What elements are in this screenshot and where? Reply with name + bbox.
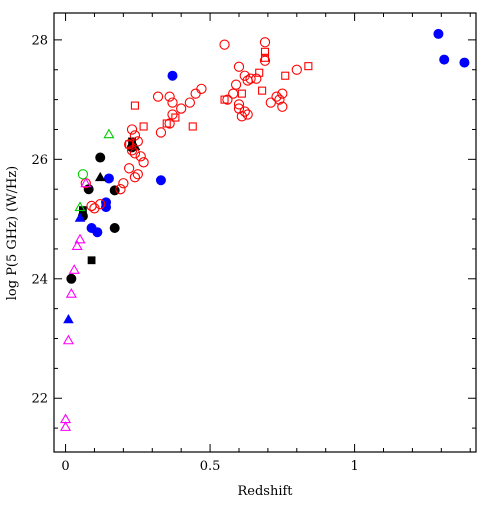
data-point: [265, 97, 276, 108]
data-point: [101, 202, 112, 213]
data-point: [129, 130, 141, 141]
y-tick-label: 22: [31, 392, 48, 407]
data-point: [258, 86, 267, 95]
data-point: [220, 95, 229, 104]
data-point: [237, 89, 246, 98]
data-point: [233, 99, 245, 110]
data-point: [271, 91, 282, 102]
data-point: [196, 83, 207, 95]
data-point: [277, 101, 288, 112]
data-point: [233, 61, 245, 72]
data-point: [162, 119, 171, 128]
data-point: [125, 140, 134, 149]
data-point: [260, 47, 270, 56]
data-point: [259, 37, 271, 48]
x-tick-label: 0.5: [200, 459, 221, 474]
data-point: [155, 175, 166, 186]
data-point: [130, 101, 139, 110]
data-point: [167, 97, 178, 108]
data-point: [86, 223, 97, 234]
data-point: [259, 55, 271, 66]
data-point: [251, 73, 262, 84]
data-point: [62, 334, 74, 345]
data-point: [66, 273, 77, 284]
data-point: [139, 122, 148, 131]
data-point: [80, 177, 92, 188]
data-point: [242, 109, 253, 120]
data-point: [135, 151, 146, 162]
data-point: [164, 91, 175, 102]
data-point: [281, 71, 290, 80]
data-point: [103, 173, 114, 184]
data-point: [171, 113, 180, 122]
data-point: [129, 172, 141, 183]
data-point: [74, 212, 86, 222]
data-point: [95, 152, 106, 163]
x-tick-label: 0: [61, 459, 69, 474]
data-point: [433, 28, 444, 39]
data-point: [95, 198, 106, 210]
axis-ticks: [54, 13, 476, 452]
tick-labels: 0 0.5 1 22 24 26 28: [31, 33, 358, 474]
y-axis-label: log P(5 GHz) (W/Hz): [5, 166, 20, 301]
data-point: [138, 157, 149, 168]
data-point: [260, 53, 270, 62]
data-point: [233, 103, 245, 114]
data-point: [124, 139, 135, 150]
data-point: [126, 124, 138, 135]
data-point: [77, 169, 89, 180]
data-point: [152, 91, 164, 102]
data-point: [94, 171, 106, 182]
plot-frame: [53, 12, 477, 453]
data-point: [103, 128, 115, 139]
data-point: [63, 313, 74, 324]
data-point: [291, 64, 302, 75]
data-point: [83, 184, 94, 195]
data-point: [176, 103, 187, 114]
data-point: [255, 68, 264, 77]
data-point: [219, 39, 230, 50]
data-point: [155, 127, 167, 138]
x-tick-label: 1: [350, 459, 358, 474]
data-point: [109, 223, 120, 234]
data-point: [228, 88, 239, 99]
data-point: [459, 57, 470, 68]
data-point: [230, 79, 242, 90]
data-point: [118, 178, 129, 189]
data-points: [60, 28, 470, 431]
data-point: [60, 421, 72, 431]
data-point: [245, 73, 256, 84]
data-point: [236, 111, 248, 122]
data-point: [184, 97, 195, 108]
data-point: [132, 169, 143, 180]
data-point: [167, 70, 178, 81]
data-point: [126, 145, 138, 156]
data-point: [239, 70, 250, 81]
data-point: [74, 233, 86, 244]
data-point: [439, 54, 450, 65]
data-point: [65, 288, 77, 298]
data-point: [124, 163, 135, 174]
y-tick-label: 24: [31, 272, 48, 287]
y-tick-label: 26: [31, 153, 48, 168]
data-point: [86, 200, 97, 212]
y-tick-label: 28: [31, 33, 48, 48]
data-point: [304, 62, 313, 71]
x-axis-label: Redshift: [237, 484, 293, 499]
data-point: [222, 94, 233, 105]
data-point: [68, 264, 80, 274]
data-point: [74, 201, 86, 212]
data-point: [71, 240, 83, 250]
data-point: [277, 88, 288, 99]
data-point: [115, 184, 126, 195]
data-point: [190, 88, 201, 99]
data-point: [164, 118, 175, 129]
data-point: [274, 94, 285, 105]
data-point: [188, 122, 197, 131]
data-point: [87, 256, 96, 265]
data-point: [129, 148, 141, 159]
